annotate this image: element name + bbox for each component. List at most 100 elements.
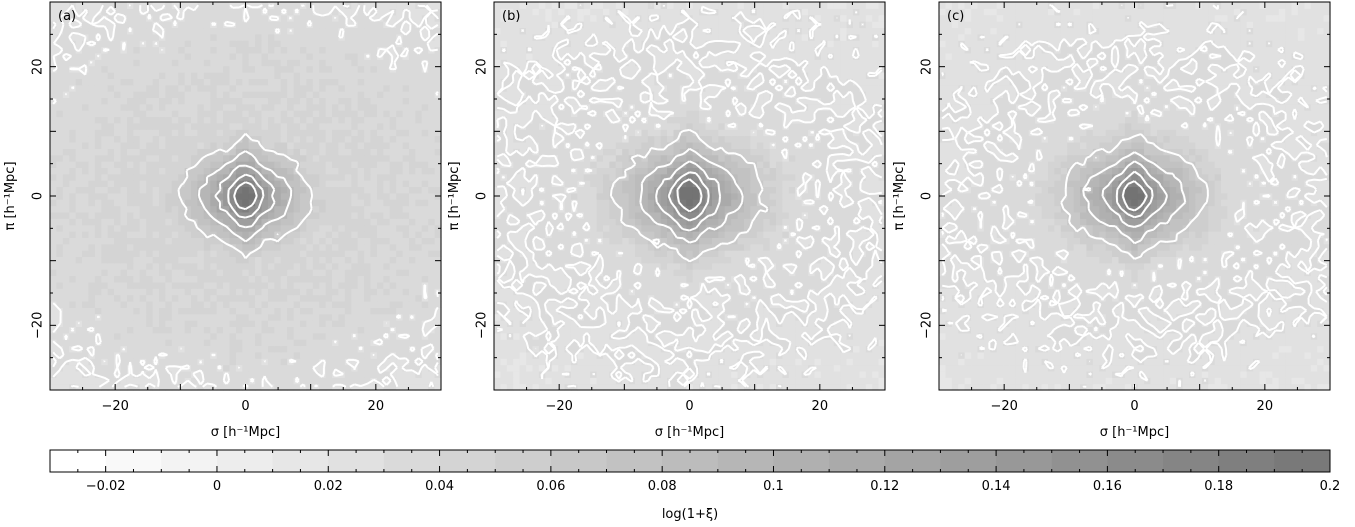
heatmap-cell: [287, 250, 295, 258]
heatmap-cell: [223, 84, 231, 92]
heatmap-cell: [635, 358, 643, 366]
heatmap-cell: [50, 364, 58, 372]
heatmap-cell: [351, 294, 359, 302]
heatmap-cell: [526, 332, 534, 340]
heatmap-cell: [216, 224, 224, 232]
heatmap-cell: [750, 345, 758, 353]
heatmap-cell: [210, 243, 218, 251]
heatmap-cell: [50, 313, 58, 321]
heatmap-cell: [408, 173, 416, 181]
heatmap-cell: [146, 230, 154, 238]
heatmap-cell: [139, 161, 147, 168]
heatmap-cell: [280, 262, 288, 270]
heatmap-cell: [351, 141, 359, 149]
heatmap-cell: [69, 135, 77, 143]
heatmap-cell: [235, 27, 243, 35]
heatmap-cell: [564, 326, 572, 334]
heatmap-cell: [126, 300, 134, 308]
heatmap-cell: [197, 281, 205, 289]
heatmap-cell: [743, 307, 751, 315]
heatmap-cell: [312, 275, 320, 283]
heatmap-cell: [82, 103, 90, 111]
heatmap-cell: [210, 91, 218, 99]
heatmap-cell: [306, 383, 314, 391]
heatmap-cell: [299, 27, 307, 35]
heatmap-cell: [415, 211, 423, 219]
heatmap-cell: [62, 377, 70, 385]
heatmap-cell: [203, 358, 211, 366]
heatmap-cell: [699, 339, 707, 347]
heatmap-cell: [396, 370, 404, 378]
heatmap-cell: [338, 46, 346, 54]
heatmap-cell: [88, 167, 96, 175]
heatmap-cell: [415, 148, 423, 156]
heatmap-cell: [75, 288, 83, 296]
heatmap-cell: [280, 14, 288, 22]
heatmap-cell: [255, 129, 263, 137]
heatmap-cell: [235, 230, 243, 238]
heatmap-cell: [120, 173, 128, 181]
heatmap-cell: [338, 40, 346, 48]
heatmap-cell: [280, 78, 288, 86]
heatmap-cell: [242, 326, 250, 334]
heatmap-cell: [699, 275, 707, 283]
heatmap-cell: [494, 358, 502, 366]
heatmap-cell: [158, 364, 166, 372]
heatmap-cell: [494, 370, 502, 378]
heatmap-cell: [389, 377, 397, 385]
heatmap-cell: [332, 84, 340, 92]
heatmap-cell: [344, 33, 352, 41]
heatmap-cell: [69, 91, 77, 99]
heatmap-cell: [152, 320, 160, 327]
heatmap-cell: [94, 180, 102, 188]
heatmap-cell: [56, 300, 64, 308]
heatmap-cell: [332, 8, 340, 16]
heatmap-cell: [415, 14, 423, 22]
heatmap-cell: [267, 129, 275, 137]
heatmap-cell: [146, 180, 154, 188]
heatmap-cell: [590, 294, 598, 302]
heatmap-cell: [299, 243, 307, 251]
heatmap-cell: [82, 211, 90, 219]
heatmap-cell: [319, 269, 327, 277]
heatmap-cell: [274, 180, 282, 188]
heatmap-cell: [756, 269, 764, 277]
heatmap-cell: [242, 358, 250, 366]
heatmap-cell: [120, 307, 128, 315]
heatmap-cell: [750, 370, 758, 378]
heatmap-cell: [364, 14, 372, 22]
heatmap-cell: [184, 116, 192, 124]
heatmap-cell: [235, 358, 243, 366]
heatmap-cell: [101, 326, 109, 334]
heatmap-cell: [763, 345, 771, 353]
heatmap-cell: [325, 180, 333, 188]
heatmap-cell: [428, 383, 436, 391]
heatmap-cell: [421, 40, 429, 48]
heatmap-cell: [763, 377, 771, 385]
heatmap-cell: [114, 237, 122, 245]
heatmap-cell: [364, 91, 372, 99]
heatmap-cell: [114, 224, 122, 232]
heatmap-cell: [795, 339, 803, 347]
heatmap-cell: [415, 192, 423, 200]
heatmap-cell: [338, 173, 346, 181]
heatmap-cell: [306, 59, 314, 67]
heatmap-cell: [306, 52, 314, 60]
heatmap-cell: [820, 288, 828, 296]
heatmap-cell: [197, 211, 205, 219]
heatmap-cell: [319, 14, 327, 22]
heatmap-cell: [415, 110, 423, 118]
heatmap-cell: [808, 351, 816, 359]
heatmap-cell: [62, 186, 70, 194]
heatmap-cell: [287, 370, 295, 378]
heatmap-cell: [126, 250, 134, 258]
heatmap-cell: [570, 364, 578, 372]
heatmap-cell: [408, 224, 416, 232]
heatmap-cell: [551, 294, 559, 302]
heatmap-cell: [788, 313, 796, 321]
heatmap-cell: [402, 370, 410, 378]
heatmap-cell: [415, 78, 423, 86]
heatmap-cell: [101, 27, 109, 35]
heatmap-cell: [120, 180, 128, 188]
heatmap-cell: [203, 377, 211, 385]
